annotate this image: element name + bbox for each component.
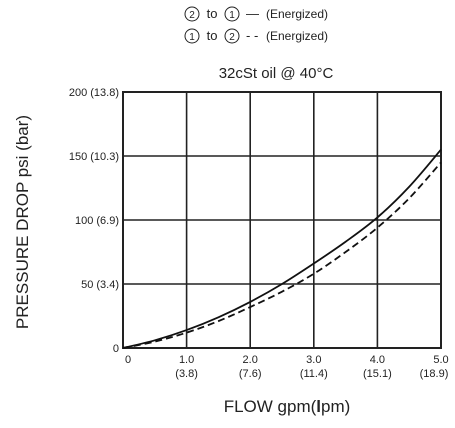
x-tick-label: 0 (125, 354, 131, 366)
x-tick-sublabel: (11.4) (300, 368, 328, 380)
series-line-solid (122, 149, 442, 349)
series-line-dashed (122, 161, 442, 349)
x-tick-label: 2.0 (243, 354, 258, 366)
y-tick-labels: 0 50 (3.4) 100 (6.9) 150 (10.3) 200 (13.8) (69, 87, 119, 355)
y-tick-label: 100 (6.9) (75, 215, 119, 227)
legend-item: 2 1 to — (Energized) (184, 6, 328, 22)
legend-port-circle (224, 6, 240, 22)
legend: 2 1 to — (Energized) 1 2 to - - (Energized) (184, 6, 328, 44)
x-tick-sublabel: (7.6) (239, 368, 262, 380)
y-tick-label: 50 (3.4) (81, 279, 119, 291)
x-axis-label-bold: l (316, 397, 321, 416)
legend-item: 1 2 to - - (Energized) (184, 28, 328, 44)
x-axis-label: FLOW gpm(lpm) (224, 397, 351, 416)
x-tick-label: 3.0 (306, 354, 321, 366)
chart-subtitle: 32cSt oil @ 40°C (219, 65, 334, 82)
legend-port-circle (184, 28, 200, 44)
legend-note: (Energized) (266, 29, 328, 43)
x-tick-label: 1.0 (179, 354, 194, 366)
legend-port-number: 2 (229, 32, 235, 43)
legend-port-number: 1 (189, 32, 195, 43)
legend-connector: to (207, 28, 218, 43)
y-tick-label: 0 (113, 343, 119, 355)
x-tick-label: 4.0 (370, 354, 385, 366)
legend-port-number: 1 (229, 10, 235, 21)
y-axis-label: PRESSURE DROP psi (bar) (13, 115, 32, 329)
legend-port-circle (224, 28, 240, 44)
legend-port-circle (184, 6, 200, 22)
y-tick-label: 150 (10.3) (69, 151, 119, 163)
legend-port-number: 2 (189, 10, 195, 21)
legend-note: (Energized) (266, 7, 328, 21)
x-axis-label-suffix: pm) (321, 397, 350, 416)
x-tick-sublabel: (18.9) (420, 368, 449, 380)
x-tick-label: 5.0 (433, 354, 448, 366)
series-group (122, 149, 442, 349)
legend-line-sample: - - (246, 28, 258, 43)
legend-line-sample: — (246, 6, 259, 21)
x-tick-labels: 0 1.0 (3.8) 2.0 (7.6) 3.0 (11.4) 4.0 (15.1) 5.0 (1… (125, 354, 449, 380)
x-axis-label-prefix: FLOW gpm( (224, 397, 317, 416)
legend-connector: to (207, 6, 218, 21)
y-tick-label: 200 (13.8) (69, 87, 119, 99)
grid (122, 91, 442, 349)
x-tick-sublabel: (3.8) (175, 368, 198, 380)
x-tick-sublabel: (15.1) (363, 368, 392, 380)
